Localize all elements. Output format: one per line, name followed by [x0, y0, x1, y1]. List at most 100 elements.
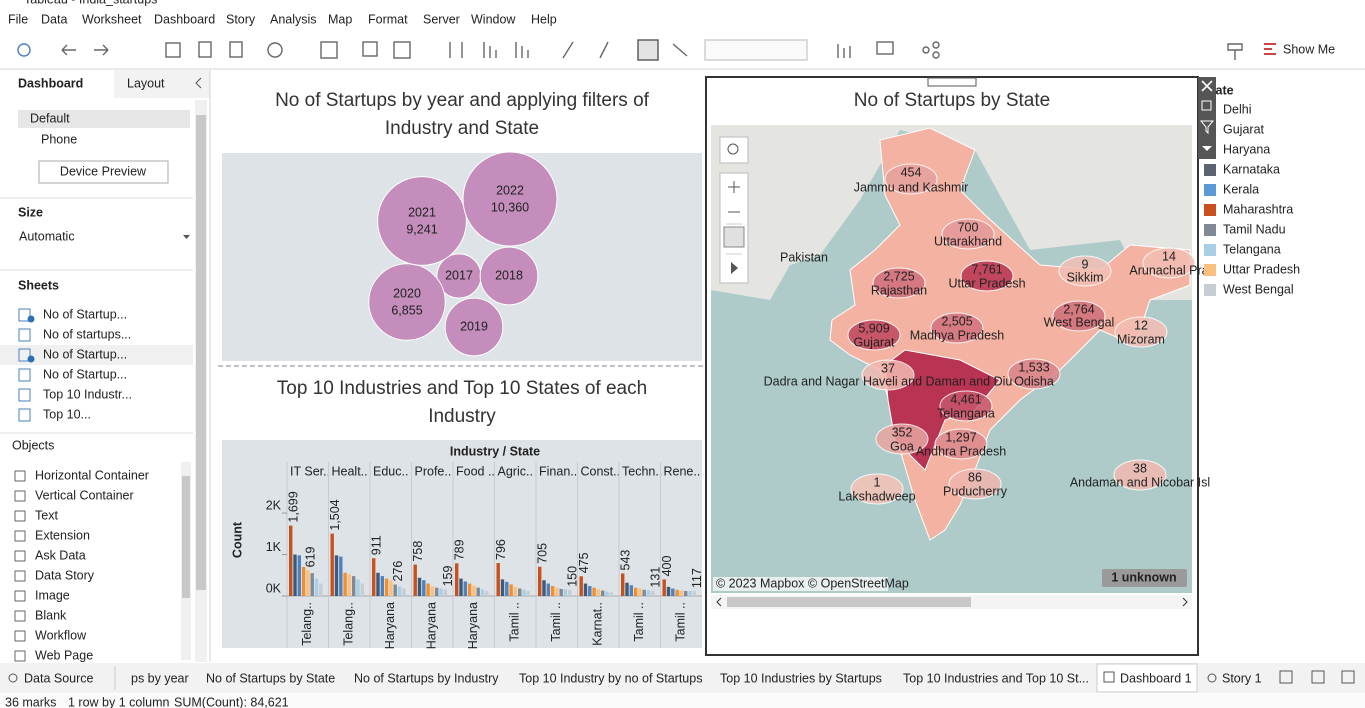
dropdown-arrow[interactable] [183, 235, 190, 239]
bar[interactable] [314, 578, 319, 596]
bar[interactable] [293, 554, 297, 596]
bubble[interactable] [444, 297, 504, 357]
bar[interactable] [629, 585, 633, 596]
sheet-item[interactable]: Top 10... [43, 407, 91, 421]
move-handle[interactable] [927, 77, 977, 87]
bar[interactable] [372, 558, 376, 596]
bar[interactable] [476, 587, 480, 596]
bar[interactable] [334, 555, 339, 596]
state-region[interactable] [939, 390, 993, 422]
bar[interactable] [633, 587, 638, 596]
bar[interactable] [413, 564, 417, 596]
state-region[interactable] [1007, 358, 1061, 390]
bar[interactable] [339, 556, 343, 596]
legend-item[interactable]: Telangana [1223, 242, 1281, 256]
bar[interactable] [646, 590, 651, 596]
bar[interactable] [463, 581, 467, 596]
bar[interactable] [684, 591, 688, 596]
legend-item[interactable]: Haryana [1223, 142, 1270, 156]
sheet-tab[interactable]: No of Startups by Industry [354, 671, 499, 685]
menu-item[interactable]: Analysis [270, 12, 317, 26]
sheet-tab[interactable]: Story 1 [1222, 671, 1262, 685]
object-item[interactable]: Workflow [35, 628, 87, 642]
legend-swatch[interactable] [1204, 164, 1216, 176]
state-region[interactable] [934, 428, 988, 460]
bar[interactable] [692, 591, 696, 596]
bar[interactable] [555, 587, 559, 596]
state-region[interactable] [960, 260, 1014, 292]
device-preview-label[interactable]: Device Preview [60, 164, 147, 178]
bar[interactable] [513, 586, 518, 596]
state-region[interactable] [872, 267, 926, 299]
bar[interactable] [671, 588, 675, 596]
bar[interactable] [459, 578, 463, 596]
bar[interactable] [550, 586, 555, 596]
bar[interactable] [356, 579, 360, 596]
unknown-indicator[interactable]: 1 unknown [1111, 570, 1176, 584]
map-controls[interactable] [719, 136, 749, 284]
state-region[interactable] [847, 319, 901, 351]
bar[interactable] [426, 583, 430, 596]
bar[interactable] [389, 580, 393, 596]
menu-item[interactable]: Story [226, 12, 256, 26]
object-item[interactable]: Text [35, 508, 58, 522]
bar[interactable] [563, 589, 568, 596]
bar[interactable] [538, 566, 542, 596]
bar[interactable] [500, 579, 505, 596]
side-scroll-thumb[interactable] [196, 115, 206, 590]
menu-item[interactable]: File [8, 12, 28, 26]
object-item[interactable]: Web Page [35, 648, 93, 662]
legend-item[interactable]: Tamil Nadu [1223, 222, 1286, 236]
bar[interactable] [352, 576, 356, 596]
bar[interactable] [455, 563, 459, 596]
bar[interactable] [496, 563, 500, 596]
scroll-arrows[interactable] [716, 597, 1188, 607]
size-dropdown[interactable]: Automatic [19, 229, 75, 243]
show-me-button[interactable]: Show Me [1283, 42, 1335, 56]
bar[interactable] [402, 588, 406, 596]
bar[interactable] [522, 589, 526, 596]
bar[interactable] [397, 586, 402, 596]
bubble[interactable] [479, 246, 539, 306]
bar[interactable] [651, 590, 655, 596]
state-region[interactable] [1114, 316, 1168, 348]
legend-item[interactable]: Gujarat [1223, 122, 1265, 136]
object-item[interactable]: Image [35, 588, 70, 602]
device-option[interactable]: Phone [41, 132, 77, 146]
legend-swatch[interactable] [1204, 184, 1216, 196]
object-item[interactable]: Blank [35, 608, 67, 622]
bar[interactable] [443, 589, 447, 596]
bar[interactable] [306, 570, 310, 596]
bar[interactable] [679, 590, 684, 596]
object-item[interactable]: Extension [35, 528, 90, 542]
legend-item[interactable]: Uttar Pradesh [1223, 262, 1300, 276]
menu-item[interactable]: Worksheet [82, 12, 142, 26]
device-option[interactable]: Default [30, 111, 70, 125]
bar[interactable] [675, 589, 679, 596]
legend-swatch[interactable] [1204, 224, 1216, 236]
sheet-item[interactable]: No of Startup... [43, 367, 127, 381]
sheet-item[interactable]: No of startups... [43, 327, 131, 341]
sheet-item[interactable]: Top 10 Industr... [43, 387, 132, 401]
menu-item[interactable]: Help [531, 12, 557, 26]
bar[interactable] [559, 588, 563, 596]
bar[interactable] [319, 583, 323, 596]
sheet-item[interactable]: No of Startup... [43, 347, 127, 361]
collapse-arrow[interactable] [195, 77, 202, 89]
bar[interactable] [583, 583, 588, 596]
unknown-badge[interactable] [1102, 569, 1187, 587]
bar[interactable] [542, 580, 546, 596]
bar[interactable] [301, 566, 306, 596]
bar[interactable] [579, 576, 583, 596]
bar[interactable] [642, 589, 646, 596]
bar[interactable] [509, 584, 513, 596]
bar[interactable] [638, 588, 642, 596]
bar[interactable] [297, 555, 301, 596]
legend-item[interactable]: Karnataka [1223, 162, 1280, 176]
state-region[interactable] [875, 423, 929, 455]
bar[interactable] [422, 580, 426, 596]
objects-scroll-thumb[interactable] [182, 476, 190, 598]
legend-swatch[interactable] [1204, 244, 1216, 256]
bar[interactable] [526, 591, 530, 596]
bar[interactable] [417, 577, 422, 596]
